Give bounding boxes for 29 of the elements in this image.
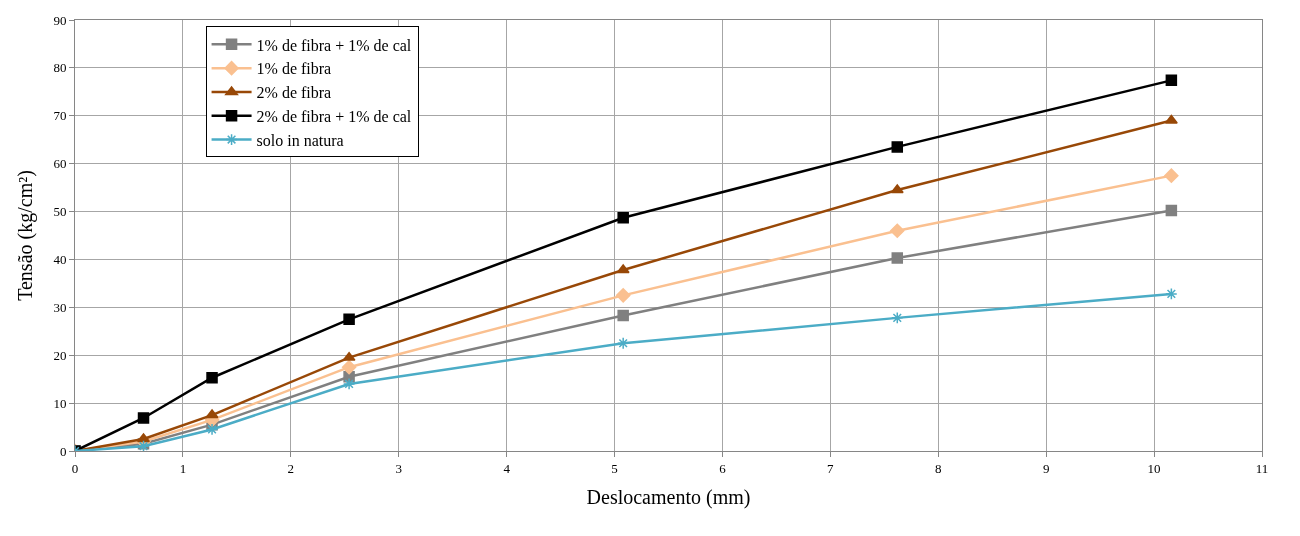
y-tick-label: 50 [53, 204, 67, 220]
x-tick-label: 11 [1255, 460, 1269, 476]
x-tick-label: 2 [287, 460, 295, 476]
x-tick-label: 6 [719, 460, 727, 476]
legend-label: 2% de fibra [256, 84, 332, 102]
x-tick-label: 8 [935, 460, 942, 476]
y-tick-label: 90 [53, 12, 67, 28]
legend-label: 1% de fibra [256, 60, 332, 78]
x-tick-label: 10 [1147, 460, 1161, 476]
x-tick-label: 3 [395, 460, 402, 476]
y-tick-label: 0 [59, 443, 67, 459]
legend-label: 1% de fibra + 1% de cal [256, 36, 412, 54]
legend-label: solo in natura [256, 131, 344, 149]
y-tick-label: 40 [53, 251, 67, 267]
y-tick-label: 80 [53, 60, 67, 76]
x-tick-label: 0 [71, 460, 79, 476]
x-axis-title: Deslocamento (mm) [586, 486, 751, 510]
x-tick-label: 9 [1042, 460, 1050, 476]
x-tick-label: 1 [179, 460, 187, 476]
x-tick-label: 7 [827, 460, 835, 476]
x-tick-label: 5 [611, 460, 618, 476]
legend-label: 2% de fibra + 1% de cal [256, 108, 412, 126]
y-tick-label: 60 [53, 156, 67, 172]
y-tick-label: 20 [53, 347, 67, 363]
y-tick-label: 30 [53, 299, 67, 315]
y-tick-label: 70 [53, 108, 67, 124]
y-tick-label: 10 [53, 395, 67, 411]
y-axis-title: Tensão (kg/cm²) [13, 170, 37, 301]
x-tick-label: 4 [503, 460, 511, 476]
